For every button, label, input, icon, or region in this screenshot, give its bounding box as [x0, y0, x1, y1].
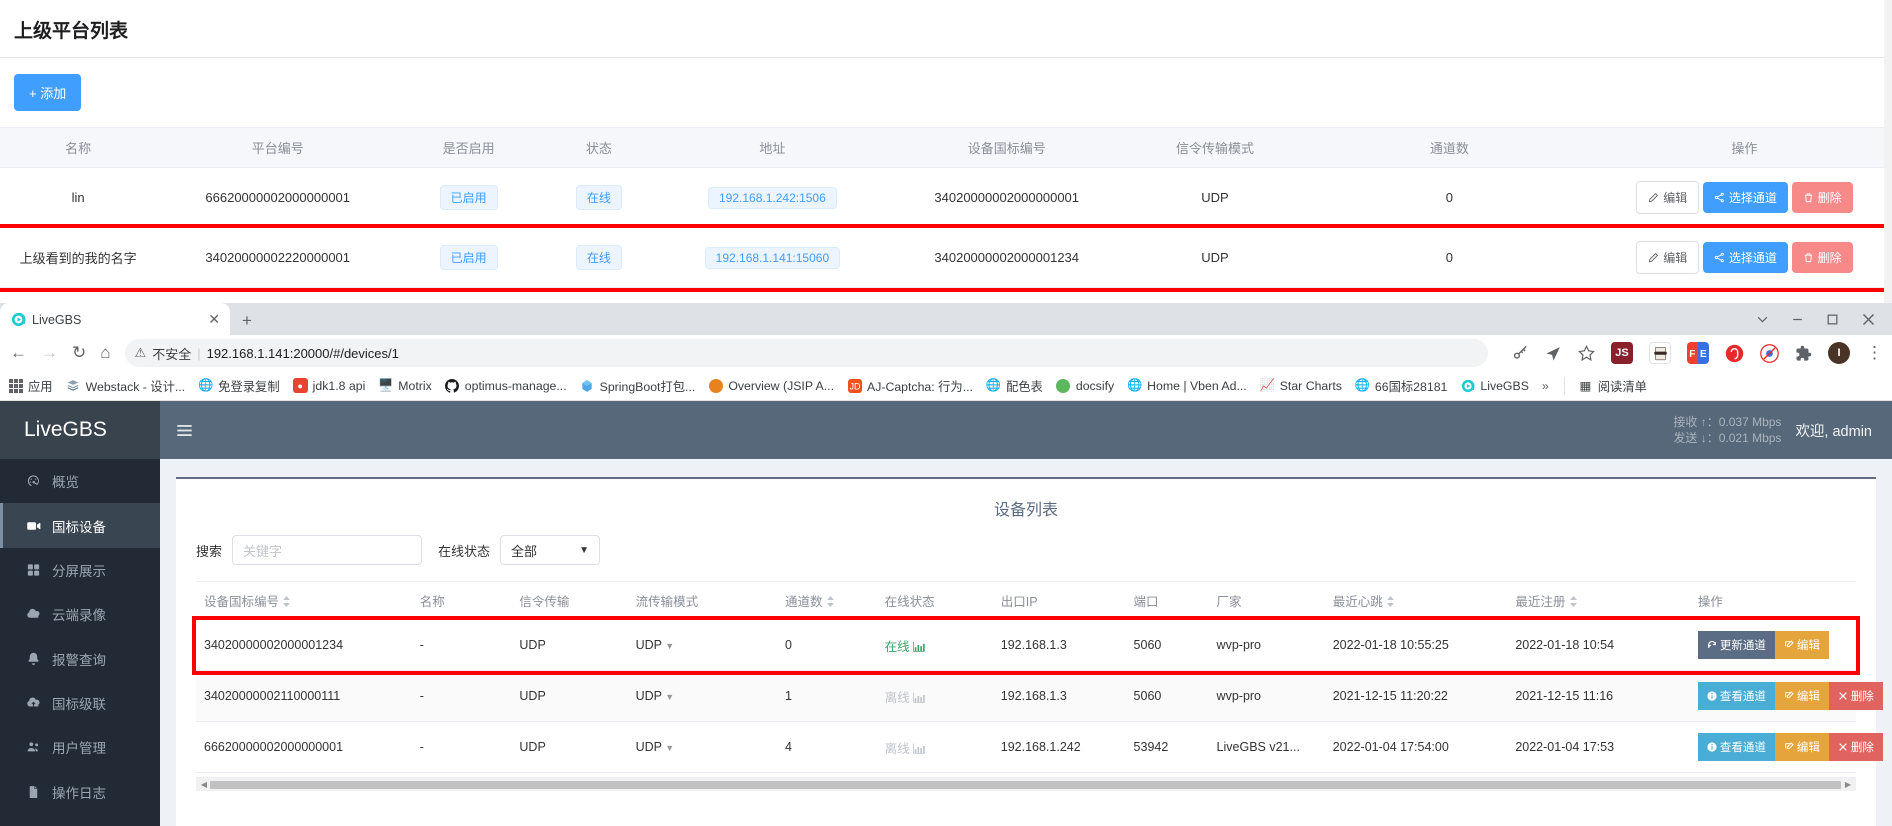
svg-text:F: F — [1689, 349, 1695, 360]
svg-text:JD: JD — [849, 381, 861, 391]
svg-text:E: E — [1700, 349, 1707, 360]
